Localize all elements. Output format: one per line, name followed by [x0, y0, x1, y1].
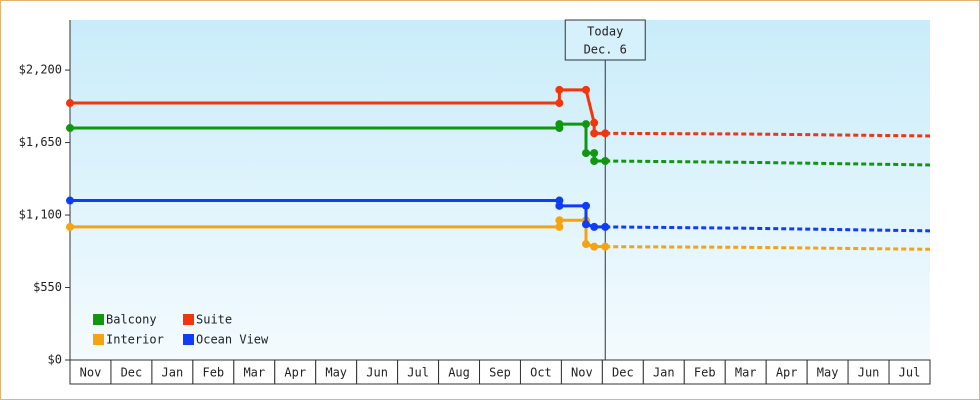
x-band: [233, 359, 276, 385]
x-band: [683, 359, 726, 385]
y-tick-label: $550: [33, 280, 62, 294]
price-point: [582, 220, 590, 229]
forecast-line: [605, 245, 931, 251]
today-label: Today: [587, 25, 623, 39]
price-point: [590, 222, 599, 231]
x-tick-label: Jul: [407, 366, 429, 380]
legend-label: Ocean View: [196, 333, 269, 347]
x-band: [192, 359, 235, 385]
x-tick-label: Oct: [530, 366, 552, 380]
price-point: [66, 222, 74, 231]
today-box: [564, 19, 646, 61]
price-point: [582, 85, 590, 94]
price-point: [590, 129, 599, 138]
x-tick-label: Sep: [489, 366, 511, 380]
x-tick-label: Jun: [858, 366, 880, 380]
legend-label: Suite: [196, 313, 232, 327]
price-point: [590, 157, 599, 166]
x-band: [560, 359, 603, 385]
x-tick-label: Dec: [121, 366, 143, 380]
price-point: [582, 240, 590, 249]
price-point: [590, 149, 599, 158]
today-label: Dec. 6: [584, 43, 627, 57]
x-tick-label: Jan: [162, 366, 184, 380]
price-point: [590, 242, 599, 251]
x-tick-label: Nov: [571, 366, 593, 380]
legend-swatch: [93, 314, 104, 325]
x-band: [356, 359, 399, 385]
price-point: [601, 242, 610, 251]
legend-swatch: [183, 314, 194, 325]
legend-label: Interior: [106, 333, 164, 347]
x-band: [397, 359, 440, 385]
plot-area: [70, 20, 930, 360]
x-band: [888, 359, 931, 385]
x-tick-label: Aug: [448, 366, 470, 380]
price-point: [66, 196, 74, 205]
x-tick-label: Feb: [694, 366, 716, 380]
x-band: [151, 359, 194, 385]
price-point: [601, 129, 610, 138]
price-point: [555, 99, 564, 108]
y-tick-label: $2,200: [19, 63, 62, 77]
x-tick-label: Jun: [366, 366, 388, 380]
price-point: [590, 118, 599, 127]
price-point: [555, 120, 564, 129]
price-point: [582, 201, 590, 210]
x-band: [724, 359, 767, 385]
price-point: [555, 216, 564, 225]
price-point: [601, 157, 610, 166]
price-point: [66, 99, 74, 108]
x-band: [438, 359, 481, 385]
y-tick-label: $1,650: [19, 135, 62, 149]
x-band: [315, 359, 358, 385]
price-point: [582, 120, 590, 129]
forecast-line: [605, 159, 931, 167]
price-point: [555, 222, 564, 231]
legend-label: Balcony: [106, 313, 157, 327]
x-tick-label: May: [325, 366, 347, 380]
price-point: [582, 149, 590, 158]
price-point: [555, 85, 564, 94]
x-tick-label: Jan: [653, 366, 675, 380]
y-tick-label: $1,100: [19, 208, 62, 222]
price-point: [66, 124, 74, 133]
x-band: [274, 359, 317, 385]
price-point: [555, 201, 564, 210]
legend-swatch: [183, 334, 194, 345]
x-tick-label: Mar: [735, 366, 757, 380]
x-tick-label: Feb: [202, 366, 224, 380]
forecast-line: [605, 225, 931, 233]
x-band: [479, 359, 521, 385]
x-tick-label: Jul: [899, 366, 921, 380]
y-tick-label: $0: [48, 353, 62, 367]
x-tick-label: Mar: [243, 366, 265, 380]
forecast-line: [605, 131, 931, 138]
x-tick-label: Dec: [612, 366, 634, 380]
x-band: [519, 359, 562, 385]
x-tick-label: Apr: [776, 366, 798, 380]
price-point: [601, 222, 610, 231]
x-tick-label: Nov: [80, 366, 102, 380]
x-tick-label: May: [817, 366, 839, 380]
legend-swatch: [93, 334, 104, 345]
x-tick-label: Apr: [284, 366, 306, 380]
